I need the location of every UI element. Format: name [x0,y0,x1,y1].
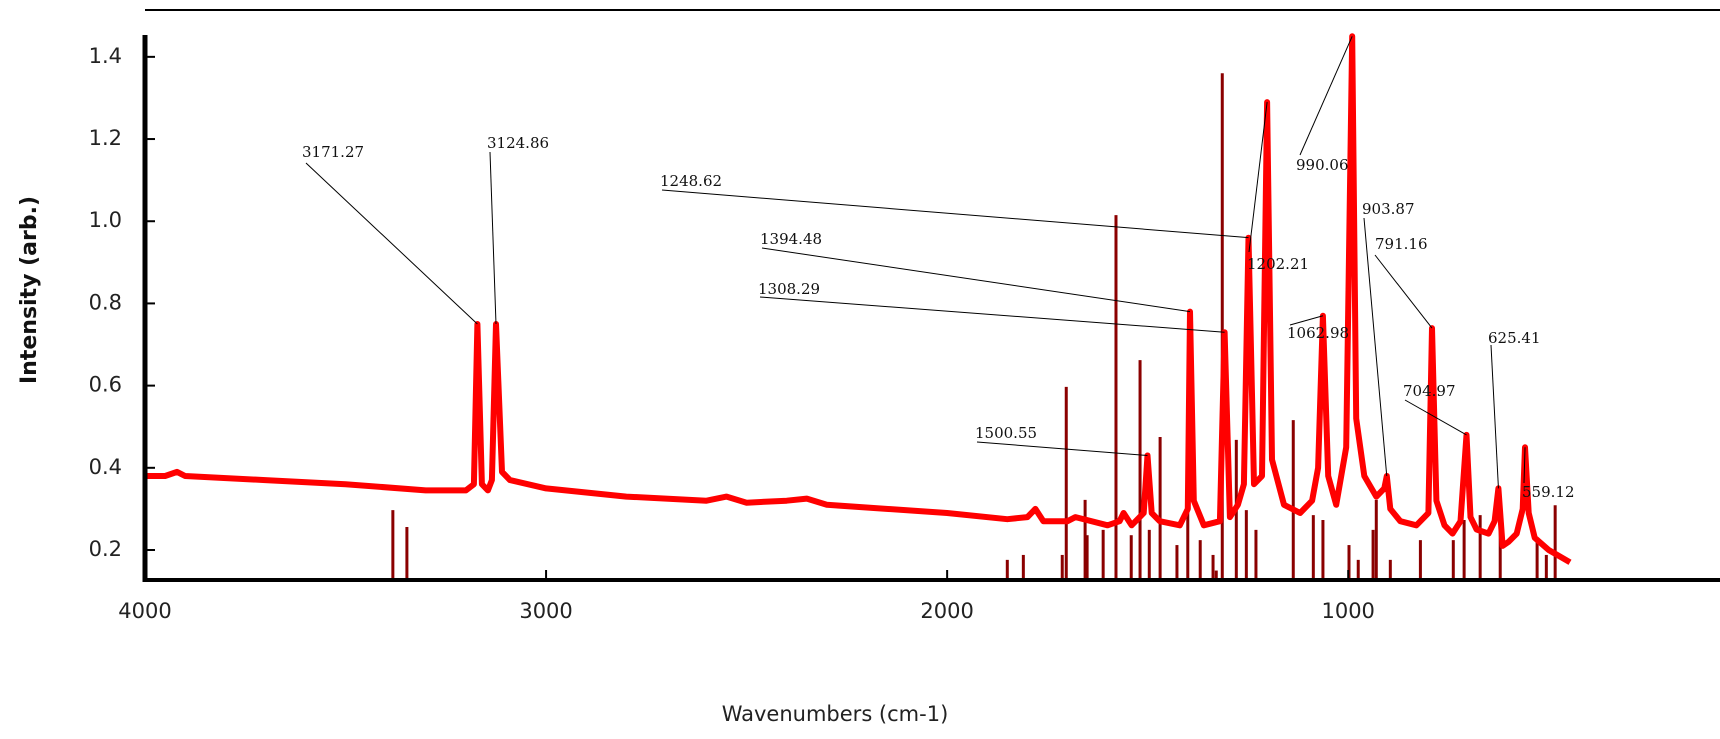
y-axis-label: Intensity (arb.) [17,196,42,384]
y-tick-label: 1.2 [89,126,122,150]
annotation-leader [1363,217,1388,477]
y-tick-label: 1.0 [89,208,122,232]
annotation-leader [1299,36,1353,156]
annotation-leader [976,441,1148,456]
annotation-label: 1062.98 [1287,324,1349,342]
y-tick-label: 0.2 [89,537,122,561]
x-tick-label: 4000 [118,599,171,623]
y-tick-label: 0.6 [89,373,122,397]
annotation-label: 1202.21 [1247,255,1309,273]
x-tick-label: 1000 [1321,599,1374,623]
annotation-label: 1500.55 [975,424,1037,442]
annotation-label: 559.12 [1522,483,1575,501]
annotation-label: 903.87 [1362,200,1415,218]
annotation-label: 625.41 [1488,329,1541,347]
y-tick-label: 0.4 [89,455,122,479]
annotation-leader [489,151,497,324]
spectrum-line [145,33,1572,565]
annotation-leader [1248,101,1268,253]
y-tick-label: 0.8 [89,290,122,314]
annotation-leader [1289,315,1324,326]
annotation-leader [759,296,1225,333]
annotation-label: 990.06 [1296,156,1349,174]
x-axis-label: Wavenumbers (cm-1) [722,702,949,726]
annotation-leader [761,247,1191,313]
annotation-label: 1394.48 [760,230,822,248]
annotation-label: 3124.86 [487,134,549,152]
x-tick-label: 2000 [920,599,973,623]
annotation-leader [305,162,478,325]
annotation-leader [1490,344,1499,489]
annotation-label: 1248.62 [660,172,722,190]
y-tick-label: 1.4 [89,44,122,68]
annotation-label: 791.16 [1375,235,1428,253]
annotation-label: 704.97 [1403,382,1456,400]
annotation-leader [1374,254,1433,329]
annotation-leader [661,189,1249,239]
annotation-leader [1404,399,1467,436]
plot-area [145,33,1572,580]
annotation-label: 3171.27 [302,143,364,161]
annotation-leader [1523,447,1526,484]
annotation-label: 1308.29 [758,280,820,298]
x-tick-label: 3000 [519,599,572,623]
